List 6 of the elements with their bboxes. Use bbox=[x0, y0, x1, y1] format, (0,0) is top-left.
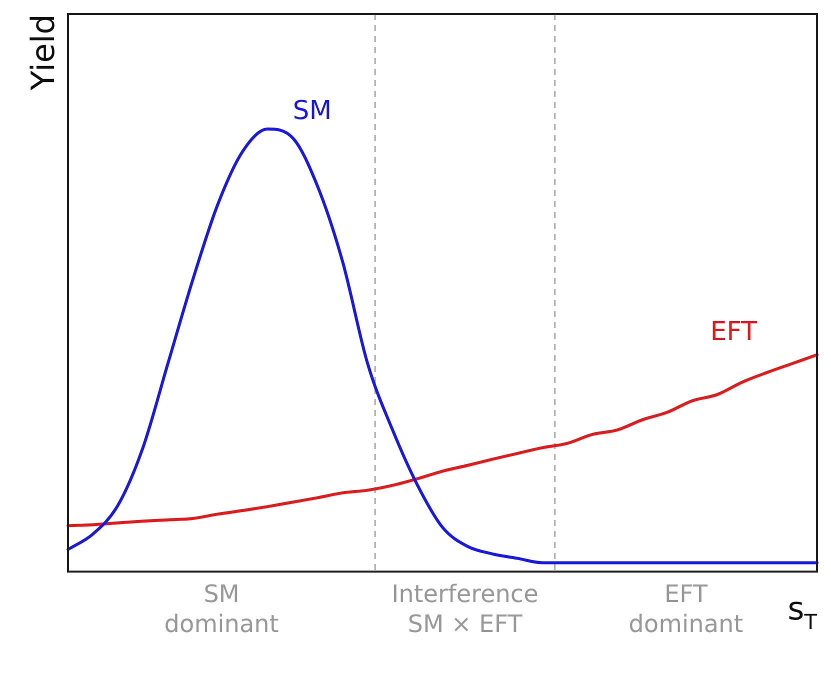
text: Interference SM × EFT bbox=[392, 580, 538, 638]
text: EFT dominant bbox=[628, 580, 744, 638]
series-label: SM bbox=[292, 96, 332, 126]
y-axis-title: Yield bbox=[24, 14, 62, 92]
series-label: EFT bbox=[710, 316, 758, 347]
text: SM dominant bbox=[164, 580, 279, 638]
